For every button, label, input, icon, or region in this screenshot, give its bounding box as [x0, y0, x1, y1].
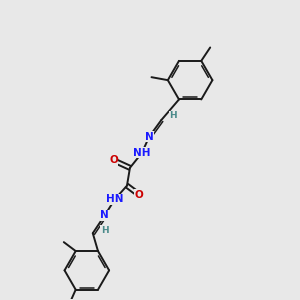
Text: H: H [169, 111, 177, 120]
Text: HN: HN [106, 194, 124, 204]
Text: NH: NH [133, 148, 151, 158]
Text: N: N [100, 210, 109, 220]
Text: O: O [109, 155, 118, 165]
Text: H: H [101, 226, 109, 235]
Text: N: N [145, 132, 154, 142]
Text: O: O [134, 190, 143, 200]
